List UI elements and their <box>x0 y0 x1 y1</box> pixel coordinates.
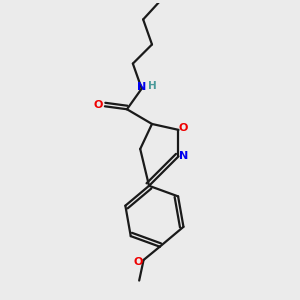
Text: O: O <box>133 257 142 267</box>
Text: N: N <box>179 152 188 161</box>
Text: H: H <box>148 81 156 91</box>
Text: O: O <box>179 123 188 134</box>
Text: N: N <box>137 82 146 92</box>
Text: O: O <box>94 100 103 110</box>
